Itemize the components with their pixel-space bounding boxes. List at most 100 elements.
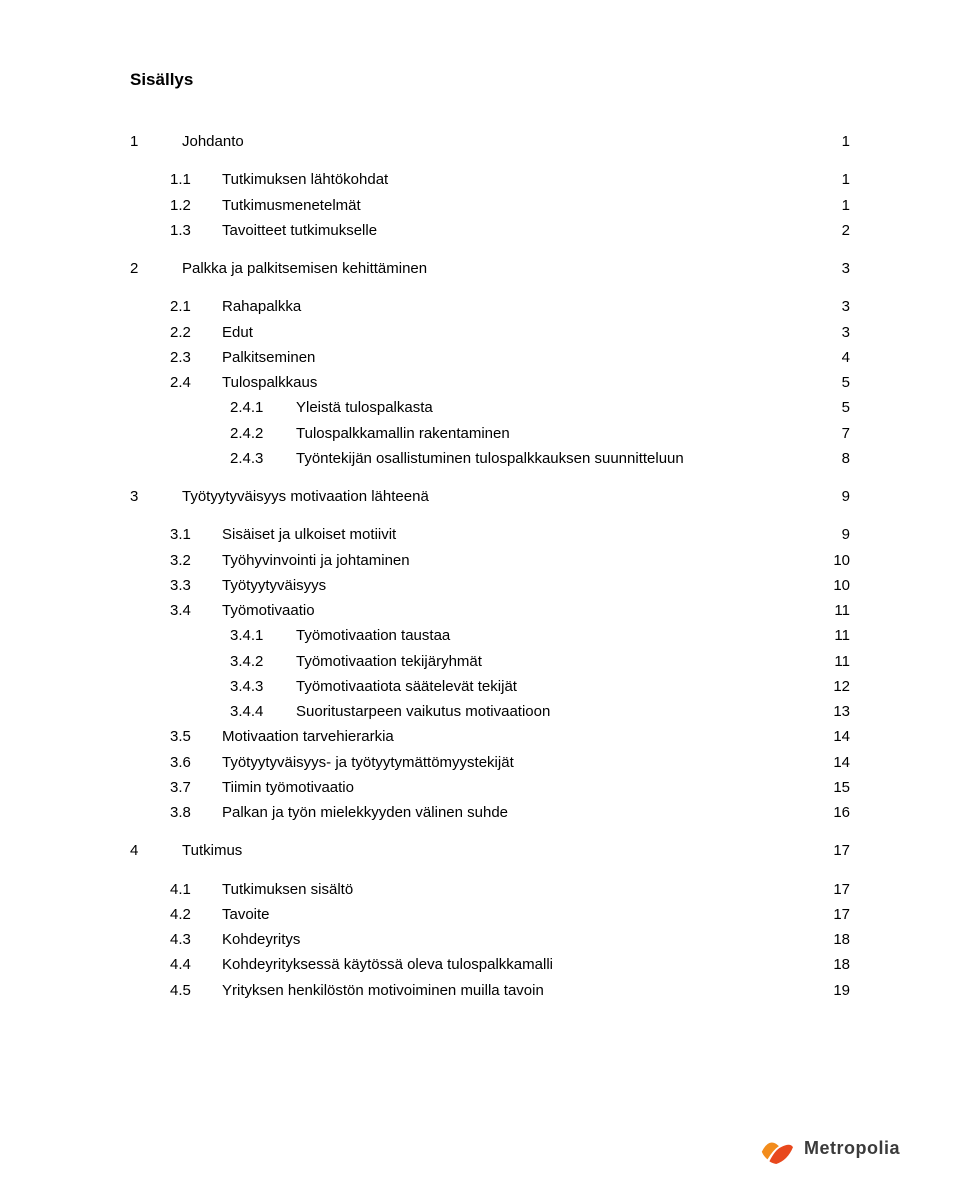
toc-entry: 3.6Työtyytyväisyys- ja työtyytymättömyys… — [130, 753, 850, 773]
toc-entry-left: 3Työtyytyväisyys motivaation lähteenä — [130, 487, 429, 507]
toc-entry-label: Kohdeyritys — [222, 930, 300, 950]
toc-entry-left: 3.2Työhyvinvointi ja johtaminen — [170, 551, 410, 571]
toc-entry: 2.4.1Yleistä tulospalkasta5 — [130, 398, 850, 418]
toc-entry-label: Tutkimuksen lähtökohdat — [222, 170, 388, 190]
toc-entry-left: 2.4.1 Yleistä tulospalkasta — [230, 398, 433, 418]
toc-entry-label: Työtyytyväisyys motivaation lähteenä — [182, 487, 429, 507]
toc-entry-page: 10 — [824, 551, 850, 571]
toc-gap — [130, 279, 850, 297]
toc-entry-number: 2.4.2 — [230, 424, 282, 444]
toc-entry-left: 4.5Yrityksen henkilöstön motivoiminen mu… — [170, 981, 544, 1001]
toc-entry-label: Tavoite — [222, 905, 270, 925]
toc-entry-number: 4.4 — [170, 955, 208, 975]
toc-entry-label: Sisäiset ja ulkoiset motiivit — [222, 525, 396, 545]
toc-entry-left: 3.4 Työmotivaatio — [170, 601, 315, 621]
toc-entry-left: 1.2Tutkimusmenetelmät — [170, 196, 361, 216]
toc-entry: 3.1 Sisäiset ja ulkoiset motiivit 9 — [130, 525, 850, 545]
toc-entry-left: 2.4.2 Tulospalkkamallin rakentaminen — [230, 424, 510, 444]
toc-entry-left: 2.2Edut — [170, 323, 253, 343]
toc-entry-label: Työntekijän osallistuminen tulospalkkauk… — [296, 449, 684, 469]
metropolia-icon — [758, 1129, 796, 1167]
toc-entry-page: 12 — [824, 677, 850, 697]
toc-entry: 1.3Tavoitteet tutkimukselle2 — [130, 221, 850, 241]
toc-entry-label: Kohdeyrityksessä käytössä oleva tulospal… — [222, 955, 553, 975]
toc-entry: 4.4 Kohdeyrityksessä käytössä oleva tulos… — [130, 955, 850, 975]
table-of-contents: 1Johdanto11.1Tutkimuksen lähtökohdat11.2… — [130, 132, 850, 1001]
toc-entry-label: Työmotivaatio — [222, 601, 315, 621]
toc-entry-left: 3.1 Sisäiset ja ulkoiset motiivit — [170, 525, 396, 545]
toc-gap — [130, 241, 850, 259]
toc-entry-label: Työtyytyväisyys — [222, 576, 326, 596]
toc-entry-page: 11 — [824, 652, 850, 672]
toc-entry-page: 15 — [824, 778, 850, 798]
toc-entry-page: 18 — [824, 955, 850, 975]
toc-entry-left: 3.8Palkan ja työn mielekkyyden välinen s… — [170, 803, 508, 823]
toc-entry-left: 3.4.4Suoritustarpeen vaikutus motivaatio… — [230, 702, 550, 722]
toc-entry: 4.1Tutkimuksen sisältö17 — [130, 880, 850, 900]
toc-entry-page: 8 — [824, 449, 850, 469]
toc-entry-left: 3.3Työtyytyväisyys — [170, 576, 326, 596]
toc-entry: 3.4.1Työmotivaation taustaa 11 — [130, 626, 850, 646]
toc-entry-number: 2.3 — [170, 348, 208, 368]
toc-entry-label: Työmotivaation tekijäryhmät — [296, 652, 482, 672]
toc-gap — [130, 507, 850, 525]
toc-entry: 4.5Yrityksen henkilöstön motivoiminen mu… — [130, 981, 850, 1001]
toc-entry-label: Rahapalkka — [222, 297, 301, 317]
toc-entry-label: Työtyytyväisyys- ja työtyytymättömyystek… — [222, 753, 514, 773]
toc-entry: 3.4Työmotivaatio11 — [130, 601, 850, 621]
toc-entry-label: Tutkimuksen sisältö — [222, 880, 353, 900]
toc-entry-number: 1 — [130, 132, 168, 152]
toc-entry-left: 2.3Palkitseminen — [170, 348, 315, 368]
toc-entry: 3.4.2Työmotivaation tekijäryhmät11 — [130, 652, 850, 672]
toc-entry-left: 3.7Tiimin työmotivaatio — [170, 778, 354, 798]
toc-entry-label: Motivaation tarvehierarkia — [222, 727, 394, 747]
toc-entry-left: 4.1Tutkimuksen sisältö — [170, 880, 353, 900]
toc-entry-page: 19 — [824, 981, 850, 1001]
toc-entry: 3.4.4Suoritustarpeen vaikutus motivaatio… — [130, 702, 850, 722]
toc-entry-page: 1 — [824, 196, 850, 216]
toc-entry: 4.3Kohdeyritys18 — [130, 930, 850, 950]
toc-gap — [130, 862, 850, 880]
toc-entry: 3.4.3Työmotivaatiota säätelevät tekijät1… — [130, 677, 850, 697]
toc-entry-label: Johdanto — [182, 132, 244, 152]
toc-entry: 4Tutkimus17 — [130, 841, 850, 861]
toc-entry-left: 4.4 Kohdeyrityksessä käytössä oleva tulos… — [170, 955, 553, 975]
toc-entry-number: 3.2 — [170, 551, 208, 571]
toc-entry-label: Suoritustarpeen vaikutus motivaatioon — [296, 702, 550, 722]
toc-entry: 1.2Tutkimusmenetelmät 1 — [130, 196, 850, 216]
toc-entry-page: 3 — [824, 259, 850, 279]
toc-entry-label: Palkan ja työn mielekkyyden välinen suhd… — [222, 803, 508, 823]
toc-entry-number: 3.1 — [170, 525, 208, 545]
toc-entry-left: 3.6Työtyytyväisyys- ja työtyytymättömyys… — [170, 753, 514, 773]
toc-entry-number: 3.4.1 — [230, 626, 282, 646]
toc-entry-number: 3.7 — [170, 778, 208, 798]
toc-entry-page: 5 — [824, 373, 850, 393]
toc-entry-number: 2.2 — [170, 323, 208, 343]
toc-entry-left: 4.2Tavoite — [170, 905, 270, 925]
toc-entry: 1.1Tutkimuksen lähtökohdat1 — [130, 170, 850, 190]
toc-entry-number: 3.4 — [170, 601, 208, 621]
toc-entry-label: Yrityksen henkilöstön motivoiminen muill… — [222, 981, 544, 1001]
toc-entry-page: 9 — [824, 525, 850, 545]
toc-entry-number: 3.5 — [170, 727, 208, 747]
toc-entry-label: Tutkimusmenetelmät — [222, 196, 361, 216]
toc-entry-number: 2.4.1 — [230, 398, 282, 418]
toc-entry: 2.4Tulospalkkaus 5 — [130, 373, 850, 393]
toc-entry: 2.1Rahapalkka3 — [130, 297, 850, 317]
toc-entry-page: 17 — [824, 841, 850, 861]
toc-entry: 3.3Työtyytyväisyys10 — [130, 576, 850, 596]
toc-entry-number: 4.3 — [170, 930, 208, 950]
toc-entry-left: 1.1Tutkimuksen lähtökohdat — [170, 170, 388, 190]
toc-entry-left: 3.4.1Työmotivaation taustaa — [230, 626, 450, 646]
toc-entry-page: 11 — [824, 626, 850, 646]
toc-entry-number: 2.4 — [170, 373, 208, 393]
toc-entry-label: Tulospalkkamallin rakentaminen — [296, 424, 510, 444]
toc-entry-page: 2 — [824, 221, 850, 241]
toc-entry: 3.2Työhyvinvointi ja johtaminen 10 — [130, 551, 850, 571]
toc-gap — [130, 469, 850, 487]
toc-entry-label: Yleistä tulospalkasta — [296, 398, 433, 418]
toc-entry-page: 14 — [824, 727, 850, 747]
toc-entry-left: 2.4Tulospalkkaus — [170, 373, 317, 393]
toc-entry-left: 1 Johdanto — [130, 132, 244, 152]
toc-entry-page: 1 — [824, 132, 850, 152]
